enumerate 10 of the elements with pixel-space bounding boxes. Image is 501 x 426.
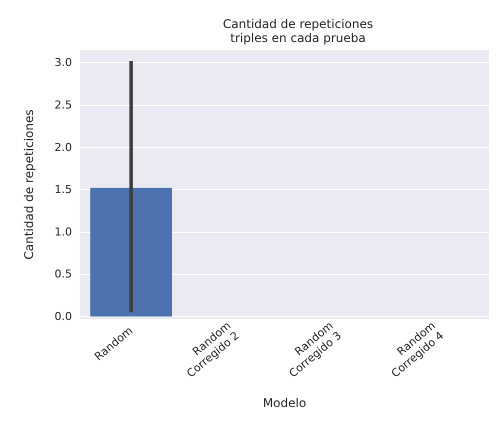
y-tick-label: 1.0 — [54, 225, 72, 238]
y-tick-label: 0.0 — [54, 310, 72, 323]
y-tick-label: 2.0 — [54, 140, 72, 154]
y-tick-label: 2.5 — [54, 98, 72, 112]
chart-title: Cantidad de repeticiones triples en cada prueba — [222, 17, 374, 45]
y-tick-label: 3.0 — [54, 56, 72, 70]
y-tick-label: 1.5 — [54, 183, 72, 196]
x-axis-title: Modelo — [262, 396, 306, 410]
y-tick-label: 0.5 — [54, 268, 72, 281]
y-axis-title: Cantidad de repeticiones — [22, 109, 36, 260]
